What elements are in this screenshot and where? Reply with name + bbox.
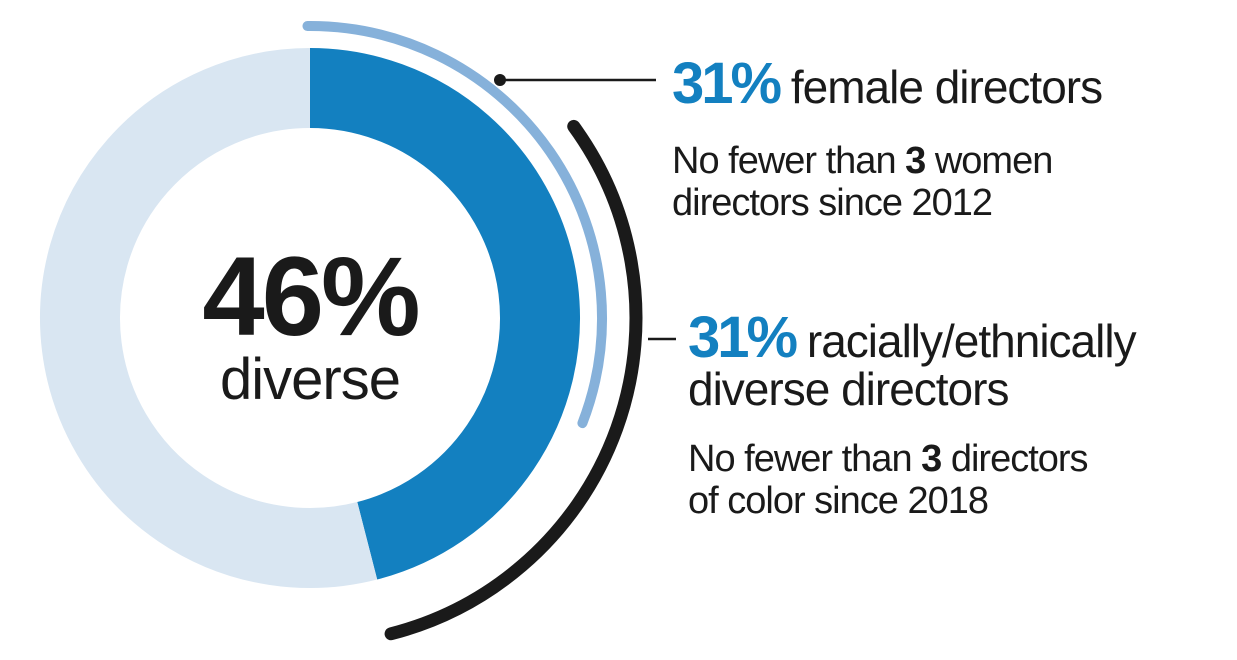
note-number: 3 bbox=[921, 438, 942, 480]
female-directors-heading: 31% female directors bbox=[672, 55, 1103, 113]
racial-percent: 31% bbox=[688, 305, 798, 370]
racial-arc bbox=[384, 119, 643, 641]
note-text: women bbox=[925, 140, 1054, 182]
female-label: female directors bbox=[790, 61, 1103, 113]
racial-note: No fewer than 3 directors of color since… bbox=[688, 438, 1089, 522]
center-value: 46% bbox=[202, 234, 420, 359]
female-percent: 31% bbox=[672, 51, 782, 116]
note-text: No fewer than bbox=[688, 438, 922, 480]
center-label: diverse bbox=[220, 347, 401, 412]
note-number: 3 bbox=[905, 140, 926, 182]
female-leader-dot bbox=[494, 74, 506, 86]
note-text: directors since 2012 bbox=[672, 182, 993, 224]
racial-label: racially/ethnically bbox=[806, 315, 1137, 367]
note-text: directors bbox=[941, 438, 1089, 480]
diverse-slice bbox=[309, 48, 580, 580]
other-slice bbox=[40, 48, 378, 588]
note-text: of color since 2018 bbox=[688, 480, 989, 522]
female-arc bbox=[302, 21, 607, 429]
female-note: No fewer than 3 women directors since 20… bbox=[672, 140, 1054, 224]
racial-directors-heading: 31% racially/ethnically diverse director… bbox=[688, 309, 1137, 415]
racial-label-2: diverse directors bbox=[688, 363, 1009, 415]
note-text: No fewer than bbox=[672, 140, 906, 182]
